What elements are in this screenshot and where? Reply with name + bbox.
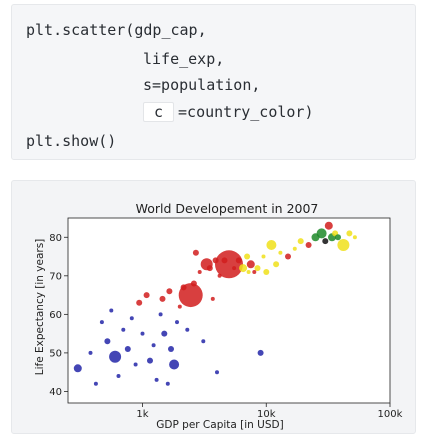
scatter-point <box>155 378 159 382</box>
scatter-point <box>285 254 291 260</box>
scatter-point <box>185 328 189 332</box>
code-cell[interactable]: plt.scatter(gdp_cap, life_exp, s=populat… <box>11 4 416 160</box>
scatter-point <box>247 270 251 274</box>
scatter-point <box>89 351 93 355</box>
scatter-point <box>215 370 219 374</box>
scatter-point <box>207 265 213 271</box>
scatter-point <box>166 382 170 386</box>
scatter-point <box>325 222 333 230</box>
scatter-point <box>252 270 256 274</box>
scatter-point <box>211 297 215 301</box>
x-tick-label: 10k <box>257 409 276 420</box>
scatter-point <box>258 350 264 356</box>
code-line-4-rest: =country_color) <box>178 103 313 121</box>
scatter-point <box>322 238 328 244</box>
code-line-3: s=population, <box>143 76 260 94</box>
code-keyword-c: c <box>143 102 174 122</box>
scatter-point <box>121 328 125 332</box>
scatter-point <box>278 251 282 255</box>
y-tick-label: 50 <box>49 348 62 359</box>
scatter-point <box>178 305 182 309</box>
scatter-point <box>125 346 131 352</box>
scatter-point <box>244 254 250 260</box>
scatter-point <box>136 300 142 306</box>
scatter-point <box>134 363 138 367</box>
y-tick-label: 70 <box>49 271 62 282</box>
scatter-point <box>298 238 304 244</box>
scatter-point <box>215 250 243 278</box>
scatter-point <box>239 264 247 272</box>
scatter-point <box>255 265 261 271</box>
scatter-point <box>337 239 349 251</box>
scatter-point <box>100 320 104 324</box>
scatter-point <box>201 339 205 343</box>
scatter-point <box>306 242 312 248</box>
scatter-point <box>141 332 145 336</box>
scatter-point <box>94 382 98 386</box>
code-line-1: plt.scatter(gdp_cap, <box>26 21 207 39</box>
scatter-point <box>232 266 236 270</box>
x-axis-label: GDP per Capita [in USD] <box>156 419 283 431</box>
output-cell: World Developement in 2007 GDP per Capit… <box>11 180 416 434</box>
chart-title: World Developement in 2007 <box>136 201 319 216</box>
scatter-point <box>175 320 179 324</box>
scatter-point <box>160 296 166 302</box>
scatter-point <box>293 247 297 251</box>
scatter-point <box>262 255 266 259</box>
scatter-point <box>335 234 341 240</box>
x-tick-label: 100k <box>378 409 403 420</box>
code-line-2: life_exp, <box>143 50 224 68</box>
scatter-point <box>109 309 113 313</box>
scatter-point <box>179 283 203 307</box>
scatter-point <box>74 364 82 372</box>
scatter-point <box>152 343 156 347</box>
scatter-point <box>247 260 255 268</box>
scatter-point <box>147 358 153 364</box>
code-line-5: plt.show() <box>26 132 116 150</box>
scatter-point <box>346 230 352 236</box>
x-tick-label: 1k <box>136 409 148 420</box>
scatter-point <box>193 250 199 256</box>
scatter-point <box>166 288 172 294</box>
y-tick-label: 80 <box>49 233 62 244</box>
code-line-4: c =country_color) <box>143 102 314 122</box>
y-tick-label: 40 <box>49 387 62 398</box>
scatter-point <box>266 240 276 250</box>
scatter-chart: World Developement in 2007 GDP per Capit… <box>12 181 415 433</box>
y-axis-label: Life Expectancy [in years] <box>34 239 46 376</box>
scatter-point <box>169 360 179 370</box>
scatter-point <box>168 346 174 352</box>
scatter-point <box>198 270 202 274</box>
scatter-point <box>161 331 167 337</box>
scatter-point <box>236 257 242 263</box>
scatter-point <box>144 292 150 298</box>
scatter-point <box>263 269 269 275</box>
scatter-point <box>109 351 121 363</box>
scatter-point <box>159 312 163 316</box>
scatter-point <box>273 261 279 267</box>
scatter-point <box>191 281 197 287</box>
scatter-point <box>117 374 121 378</box>
y-tick-label: 60 <box>49 310 62 321</box>
scatter-point <box>353 235 357 239</box>
scatter-point <box>104 338 110 344</box>
scatter-point <box>130 316 134 320</box>
scatter-point <box>317 228 327 238</box>
